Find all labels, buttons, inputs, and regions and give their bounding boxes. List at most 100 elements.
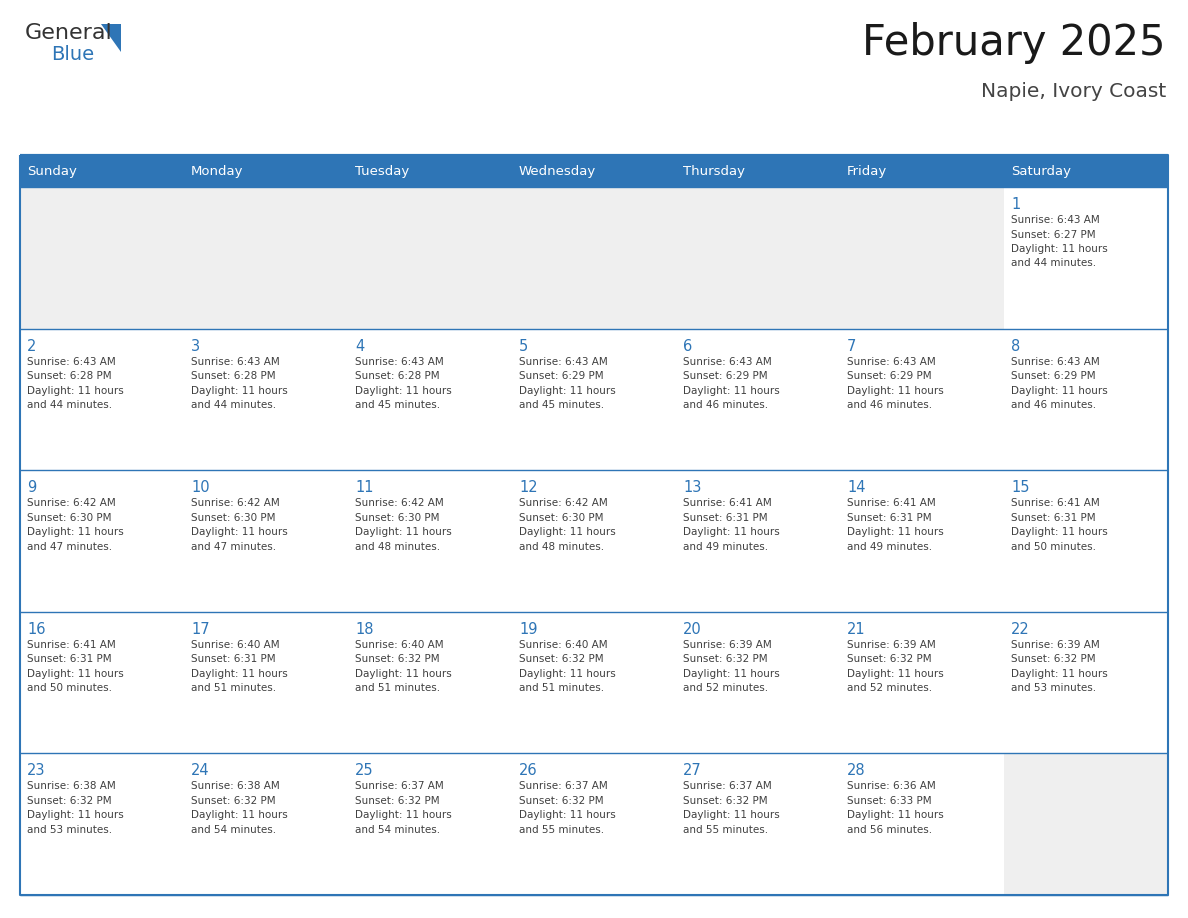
Text: and 47 minutes.: and 47 minutes. <box>27 542 112 552</box>
Bar <box>348 329 512 470</box>
Bar <box>184 155 348 187</box>
Bar <box>676 155 840 187</box>
Text: 1: 1 <box>1011 197 1020 212</box>
Bar <box>184 470 348 611</box>
Text: 8: 8 <box>1011 339 1020 353</box>
Text: Sunrise: 6:43 AM: Sunrise: 6:43 AM <box>847 356 936 366</box>
Text: Daylight: 11 hours: Daylight: 11 hours <box>1011 244 1107 254</box>
Bar <box>676 754 840 895</box>
Text: and 51 minutes.: and 51 minutes. <box>355 683 440 693</box>
Text: and 44 minutes.: and 44 minutes. <box>27 400 112 410</box>
Bar <box>840 187 1004 329</box>
Text: Sunset: 6:29 PM: Sunset: 6:29 PM <box>683 371 767 381</box>
Bar <box>676 329 840 470</box>
Bar <box>20 754 184 895</box>
Text: Daylight: 11 hours: Daylight: 11 hours <box>683 669 779 678</box>
Text: Sunrise: 6:43 AM: Sunrise: 6:43 AM <box>191 356 279 366</box>
Text: Sunset: 6:31 PM: Sunset: 6:31 PM <box>191 655 276 665</box>
Bar <box>512 155 676 187</box>
Text: Friday: Friday <box>847 164 887 177</box>
Bar <box>512 754 676 895</box>
Text: Thursday: Thursday <box>683 164 745 177</box>
Text: 11: 11 <box>355 480 373 495</box>
Text: and 50 minutes.: and 50 minutes. <box>1011 542 1097 552</box>
Text: Sunrise: 6:43 AM: Sunrise: 6:43 AM <box>1011 356 1100 366</box>
Text: Sunrise: 6:36 AM: Sunrise: 6:36 AM <box>847 781 936 791</box>
Text: and 53 minutes.: and 53 minutes. <box>1011 683 1097 693</box>
Bar <box>184 187 348 329</box>
Text: Napie, Ivory Coast: Napie, Ivory Coast <box>981 82 1165 101</box>
Bar <box>840 611 1004 754</box>
Text: Sunset: 6:32 PM: Sunset: 6:32 PM <box>847 655 931 665</box>
Text: Sunrise: 6:40 AM: Sunrise: 6:40 AM <box>519 640 607 650</box>
Text: 9: 9 <box>27 480 37 495</box>
Text: and 52 minutes.: and 52 minutes. <box>683 683 769 693</box>
Text: Sunrise: 6:43 AM: Sunrise: 6:43 AM <box>355 356 444 366</box>
Text: and 50 minutes.: and 50 minutes. <box>27 683 112 693</box>
Text: Sunrise: 6:43 AM: Sunrise: 6:43 AM <box>27 356 115 366</box>
Text: 15: 15 <box>1011 480 1030 495</box>
Text: and 46 minutes.: and 46 minutes. <box>847 400 933 410</box>
Text: Daylight: 11 hours: Daylight: 11 hours <box>847 386 943 396</box>
Text: and 48 minutes.: and 48 minutes. <box>355 542 440 552</box>
Text: Tuesday: Tuesday <box>355 164 409 177</box>
Text: 4: 4 <box>355 339 365 353</box>
Text: 5: 5 <box>519 339 529 353</box>
Text: Sunset: 6:30 PM: Sunset: 6:30 PM <box>519 512 604 522</box>
Bar <box>184 754 348 895</box>
Text: Daylight: 11 hours: Daylight: 11 hours <box>1011 386 1107 396</box>
Bar <box>676 470 840 611</box>
Text: Sunrise: 6:42 AM: Sunrise: 6:42 AM <box>191 498 279 509</box>
Bar <box>348 754 512 895</box>
Text: Sunset: 6:31 PM: Sunset: 6:31 PM <box>847 512 931 522</box>
Text: Sunset: 6:33 PM: Sunset: 6:33 PM <box>847 796 931 806</box>
Bar <box>20 611 184 754</box>
Text: 24: 24 <box>191 764 209 778</box>
Text: Sunset: 6:31 PM: Sunset: 6:31 PM <box>1011 512 1095 522</box>
Text: Saturday: Saturday <box>1011 164 1072 177</box>
Bar <box>348 611 512 754</box>
Bar <box>1004 155 1168 187</box>
Text: Daylight: 11 hours: Daylight: 11 hours <box>519 527 615 537</box>
Text: 20: 20 <box>683 621 702 637</box>
Text: and 49 minutes.: and 49 minutes. <box>683 542 769 552</box>
Text: Daylight: 11 hours: Daylight: 11 hours <box>683 386 779 396</box>
Text: Sunset: 6:32 PM: Sunset: 6:32 PM <box>683 655 767 665</box>
Text: Daylight: 11 hours: Daylight: 11 hours <box>519 669 615 678</box>
Text: Sunset: 6:28 PM: Sunset: 6:28 PM <box>191 371 276 381</box>
Text: Sunday: Sunday <box>27 164 77 177</box>
Text: Daylight: 11 hours: Daylight: 11 hours <box>27 811 124 821</box>
Text: Sunrise: 6:42 AM: Sunrise: 6:42 AM <box>519 498 608 509</box>
Text: 3: 3 <box>191 339 200 353</box>
Text: Sunset: 6:32 PM: Sunset: 6:32 PM <box>519 655 604 665</box>
Text: Sunset: 6:30 PM: Sunset: 6:30 PM <box>27 512 112 522</box>
Bar <box>348 187 512 329</box>
Text: Daylight: 11 hours: Daylight: 11 hours <box>1011 669 1107 678</box>
Text: Sunset: 6:32 PM: Sunset: 6:32 PM <box>191 796 276 806</box>
Text: 2: 2 <box>27 339 37 353</box>
Bar <box>1004 754 1168 895</box>
Text: Sunrise: 6:38 AM: Sunrise: 6:38 AM <box>27 781 115 791</box>
Text: General: General <box>25 23 113 43</box>
Bar <box>184 611 348 754</box>
Text: Daylight: 11 hours: Daylight: 11 hours <box>847 527 943 537</box>
Text: Daylight: 11 hours: Daylight: 11 hours <box>27 669 124 678</box>
Text: 27: 27 <box>683 764 702 778</box>
Text: and 47 minutes.: and 47 minutes. <box>191 542 276 552</box>
Bar <box>840 754 1004 895</box>
Text: Sunset: 6:29 PM: Sunset: 6:29 PM <box>519 371 604 381</box>
Text: Daylight: 11 hours: Daylight: 11 hours <box>355 527 451 537</box>
Bar <box>1004 611 1168 754</box>
Text: Daylight: 11 hours: Daylight: 11 hours <box>519 386 615 396</box>
Text: and 48 minutes.: and 48 minutes. <box>519 542 605 552</box>
Text: Sunrise: 6:41 AM: Sunrise: 6:41 AM <box>683 498 772 509</box>
Text: and 45 minutes.: and 45 minutes. <box>519 400 605 410</box>
Text: 19: 19 <box>519 621 537 637</box>
Text: Daylight: 11 hours: Daylight: 11 hours <box>847 811 943 821</box>
Text: February 2025: February 2025 <box>862 22 1165 64</box>
Text: Daylight: 11 hours: Daylight: 11 hours <box>191 527 287 537</box>
Text: Sunset: 6:31 PM: Sunset: 6:31 PM <box>683 512 767 522</box>
Bar <box>1004 329 1168 470</box>
Text: Sunrise: 6:37 AM: Sunrise: 6:37 AM <box>519 781 608 791</box>
Text: Sunrise: 6:42 AM: Sunrise: 6:42 AM <box>355 498 444 509</box>
